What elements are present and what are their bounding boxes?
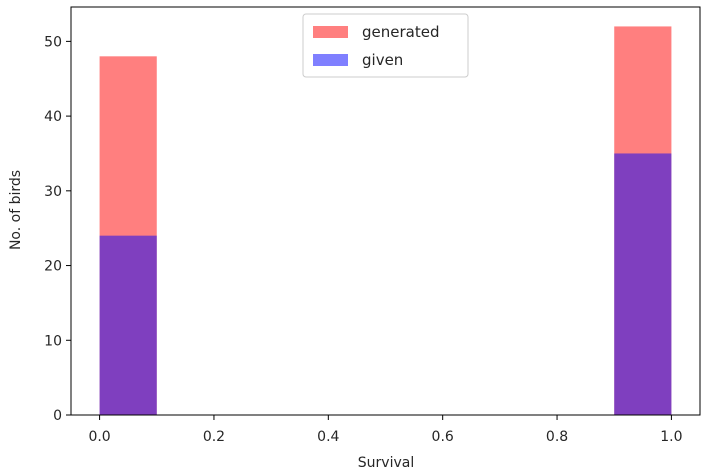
legend-label-given: given xyxy=(362,51,403,69)
y-tick-label: 10 xyxy=(44,333,62,349)
y-tick-label: 20 xyxy=(44,259,62,275)
legend-swatch-given xyxy=(313,54,348,66)
bar-given-0 xyxy=(99,235,157,415)
legend-swatch-generated xyxy=(313,26,348,38)
x-axis-label: Survival xyxy=(358,455,414,471)
legend: generated given xyxy=(302,13,469,78)
y-tick-label: 40 xyxy=(44,109,62,125)
x-tick-label: 0.6 xyxy=(432,429,454,445)
x-axis: 0.0 0.2 0.4 0.6 0.8 1.0 xyxy=(88,415,683,445)
x-tick-label: 0.0 xyxy=(88,429,110,445)
y-axis-label: No. of birds xyxy=(8,170,24,250)
bar-given-1 xyxy=(614,153,672,415)
plot-area xyxy=(70,6,701,416)
legend-label-generated: generated xyxy=(362,23,439,41)
plot-frame xyxy=(70,6,701,416)
x-tick-label: 0.4 xyxy=(317,429,339,445)
y-tick-label: 30 xyxy=(44,184,62,200)
y-tick-label: 50 xyxy=(44,34,62,50)
x-tick-label: 0.2 xyxy=(203,429,225,445)
y-axis: 0 10 20 30 40 50 xyxy=(44,34,71,424)
x-tick-label: 1.0 xyxy=(660,429,682,445)
x-tick-label: 0.8 xyxy=(546,429,568,445)
y-tick-label: 0 xyxy=(53,408,62,424)
